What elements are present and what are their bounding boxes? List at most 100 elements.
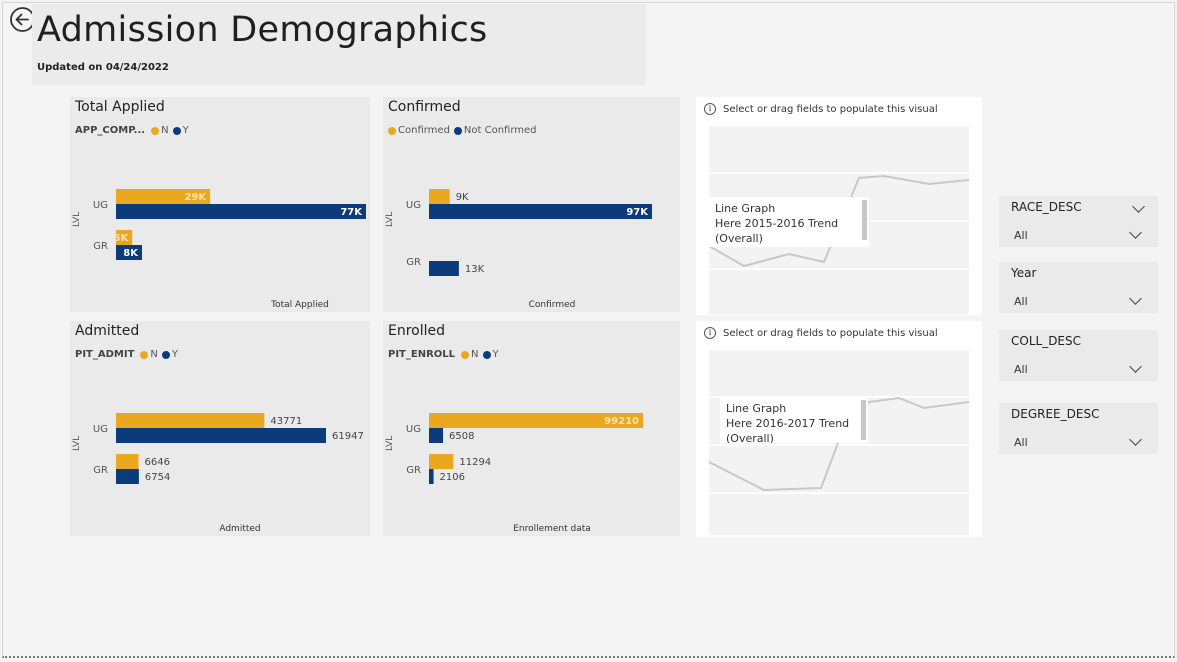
legend-label: N <box>471 349 479 360</box>
legend-title: PIT_ENROLL <box>388 349 456 360</box>
legend-dot <box>482 350 491 359</box>
category-label: GR <box>406 257 421 268</box>
coll-desc-slicer[interactable]: COLL_DESC All <box>999 330 1158 381</box>
chart-plot: LVL Total Applied UG GR 29K 5K 77K 8K <box>72 189 366 310</box>
page-title: Admission Demographics <box>37 10 488 50</box>
legend-dot <box>161 350 170 359</box>
chevron-down-icon[interactable] <box>1129 360 1142 373</box>
note-line: (Overall) <box>726 432 774 443</box>
legend-item-y[interactable]: Y <box>482 349 499 360</box>
empty-visual-2015-2016[interactable]: i Select or drag fields to populate this… <box>696 97 982 315</box>
total-applied-chart[interactable]: Total Applied APP_COMP... N Y LVL Total … <box>70 97 370 312</box>
legend-item-n[interactable]: N <box>140 349 158 360</box>
bar-gr-y <box>116 469 139 484</box>
bar-gr-n <box>429 454 454 469</box>
slicer-value[interactable]: All <box>1014 363 1028 376</box>
data-label: 5K <box>114 233 130 244</box>
bar-gr-y <box>429 469 434 484</box>
bar-ug-y <box>116 428 326 443</box>
confirmed-chart[interactable]: Confirmed Confirmed Not Confirmed LVL Co… <box>383 97 680 312</box>
degree-desc-slicer[interactable]: DEGREE_DESC All <box>999 403 1158 454</box>
category-label: UG <box>406 200 421 211</box>
bar-gr-y <box>116 245 142 260</box>
empty-visual-2016-2017[interactable]: i Select or drag fields to populate this… <box>696 321 982 537</box>
legend-item-confirmed[interactable]: Confirmed <box>388 125 450 136</box>
bar-gr-n <box>116 230 133 245</box>
placeholder-message: i Select or drag fields to populate this… <box>704 327 938 339</box>
slicer-value[interactable]: All <box>1014 229 1028 242</box>
data-label: 9K <box>456 192 469 203</box>
chart-footer: Admitted <box>219 524 260 534</box>
line-graph-note: Line Graph Here 2015-2016 Trend (Overall… <box>709 197 869 247</box>
chevron-down-icon[interactable] <box>1129 292 1142 305</box>
scrollbar[interactable] <box>862 200 867 240</box>
chart-footer: Confirmed <box>529 300 576 310</box>
bar-ug-y <box>429 428 444 443</box>
legend-label: Not Confirmed <box>463 125 537 136</box>
line-graph-note: Line Graph Here 2016-2017 Trend (Overall… <box>720 397 868 443</box>
legend-label: Y <box>492 349 499 360</box>
legend-item-not-confirmed[interactable]: Not Confirmed <box>453 125 537 136</box>
legend-item-n[interactable]: N <box>151 125 169 136</box>
race-desc-slicer[interactable]: RACE_DESC All <box>999 196 1158 247</box>
note-line: (Overall) <box>715 232 763 245</box>
chart-plot: LVL Enrollement data UG GR 99210 11294 6508 2… <box>385 413 643 534</box>
slicer-title: COLL_DESC <box>1011 334 1082 348</box>
data-label: 6754 <box>145 472 170 483</box>
slicer-title: DEGREE_DESC <box>1011 407 1100 421</box>
chart-legend: APP_COMP... N Y <box>75 125 193 136</box>
data-label: 8K <box>123 248 139 259</box>
slicer-value[interactable]: All <box>1014 436 1028 449</box>
bar-ug-n <box>429 413 643 428</box>
year-slicer[interactable]: Year All <box>999 262 1158 313</box>
slicer-title: Year <box>1011 266 1037 280</box>
data-label: 61947 <box>332 431 364 442</box>
chart-footer: Enrollement data <box>513 524 591 534</box>
legend-label: N <box>161 125 169 136</box>
bar-ug-confirmed <box>429 189 450 204</box>
legend-item-n[interactable]: N <box>461 349 479 360</box>
info-icon: i <box>704 327 716 339</box>
info-icon: i <box>704 103 716 115</box>
legend-item-y[interactable]: Y <box>172 125 189 136</box>
legend-label: Y <box>182 125 189 136</box>
chart-plot: LVL Confirmed UG GR 9K 97K 13K <box>385 189 652 310</box>
updated-date: Updated on 04/24/2022 <box>37 62 169 73</box>
legend-label: Confirmed <box>398 125 450 136</box>
chart-plot: LVL Admitted UG GR 43771 6646 61947 6754 <box>72 413 364 534</box>
data-label: 6508 <box>449 431 474 442</box>
note-line: Here 2015-2016 Trend <box>715 217 839 230</box>
bar-ug-not-confirmed <box>429 204 652 219</box>
data-label: 11294 <box>459 457 491 468</box>
chevron-down-icon[interactable] <box>1132 200 1145 213</box>
slicer-value[interactable]: All <box>1014 295 1028 308</box>
scrollbar[interactable] <box>861 400 866 440</box>
legend-title: APP_COMP... <box>75 125 146 136</box>
category-label: GR <box>93 241 108 252</box>
enrolled-chart[interactable]: Enrolled PIT_ENROLL N Y LVL Enrollement … <box>383 321 680 536</box>
legend-title: PIT_ADMIT <box>75 349 135 360</box>
admitted-chart[interactable]: Admitted PIT_ADMIT N Y LVL Admitted UG GR… <box>70 321 370 536</box>
chart-legend: PIT_ADMIT N Y <box>75 349 182 360</box>
bar-ug-y <box>116 204 366 219</box>
bar-ug-n <box>116 413 265 428</box>
chevron-down-icon[interactable] <box>1129 433 1142 446</box>
data-label: 29K <box>184 192 207 203</box>
category-label: UG <box>93 200 108 211</box>
legend-label: Y <box>171 349 178 360</box>
chevron-down-icon[interactable] <box>1129 226 1142 239</box>
note-line: Line Graph <box>726 402 787 415</box>
legend-dot <box>388 126 396 135</box>
legend-dot <box>140 350 149 359</box>
note-line: Here 2016-2017 Trend <box>726 417 850 430</box>
bar-gr-n <box>116 454 139 469</box>
axis-title: LVL <box>385 212 395 227</box>
category-label: GR <box>93 465 108 476</box>
axis-title: LVL <box>72 212 82 227</box>
legend-item-y[interactable]: Y <box>161 349 178 360</box>
category-label: UG <box>406 424 421 435</box>
category-label: UG <box>93 424 108 435</box>
data-label: 99210 <box>604 416 639 427</box>
chart-title: Enrolled <box>388 323 446 339</box>
chart-footer: Total Applied <box>270 300 329 310</box>
